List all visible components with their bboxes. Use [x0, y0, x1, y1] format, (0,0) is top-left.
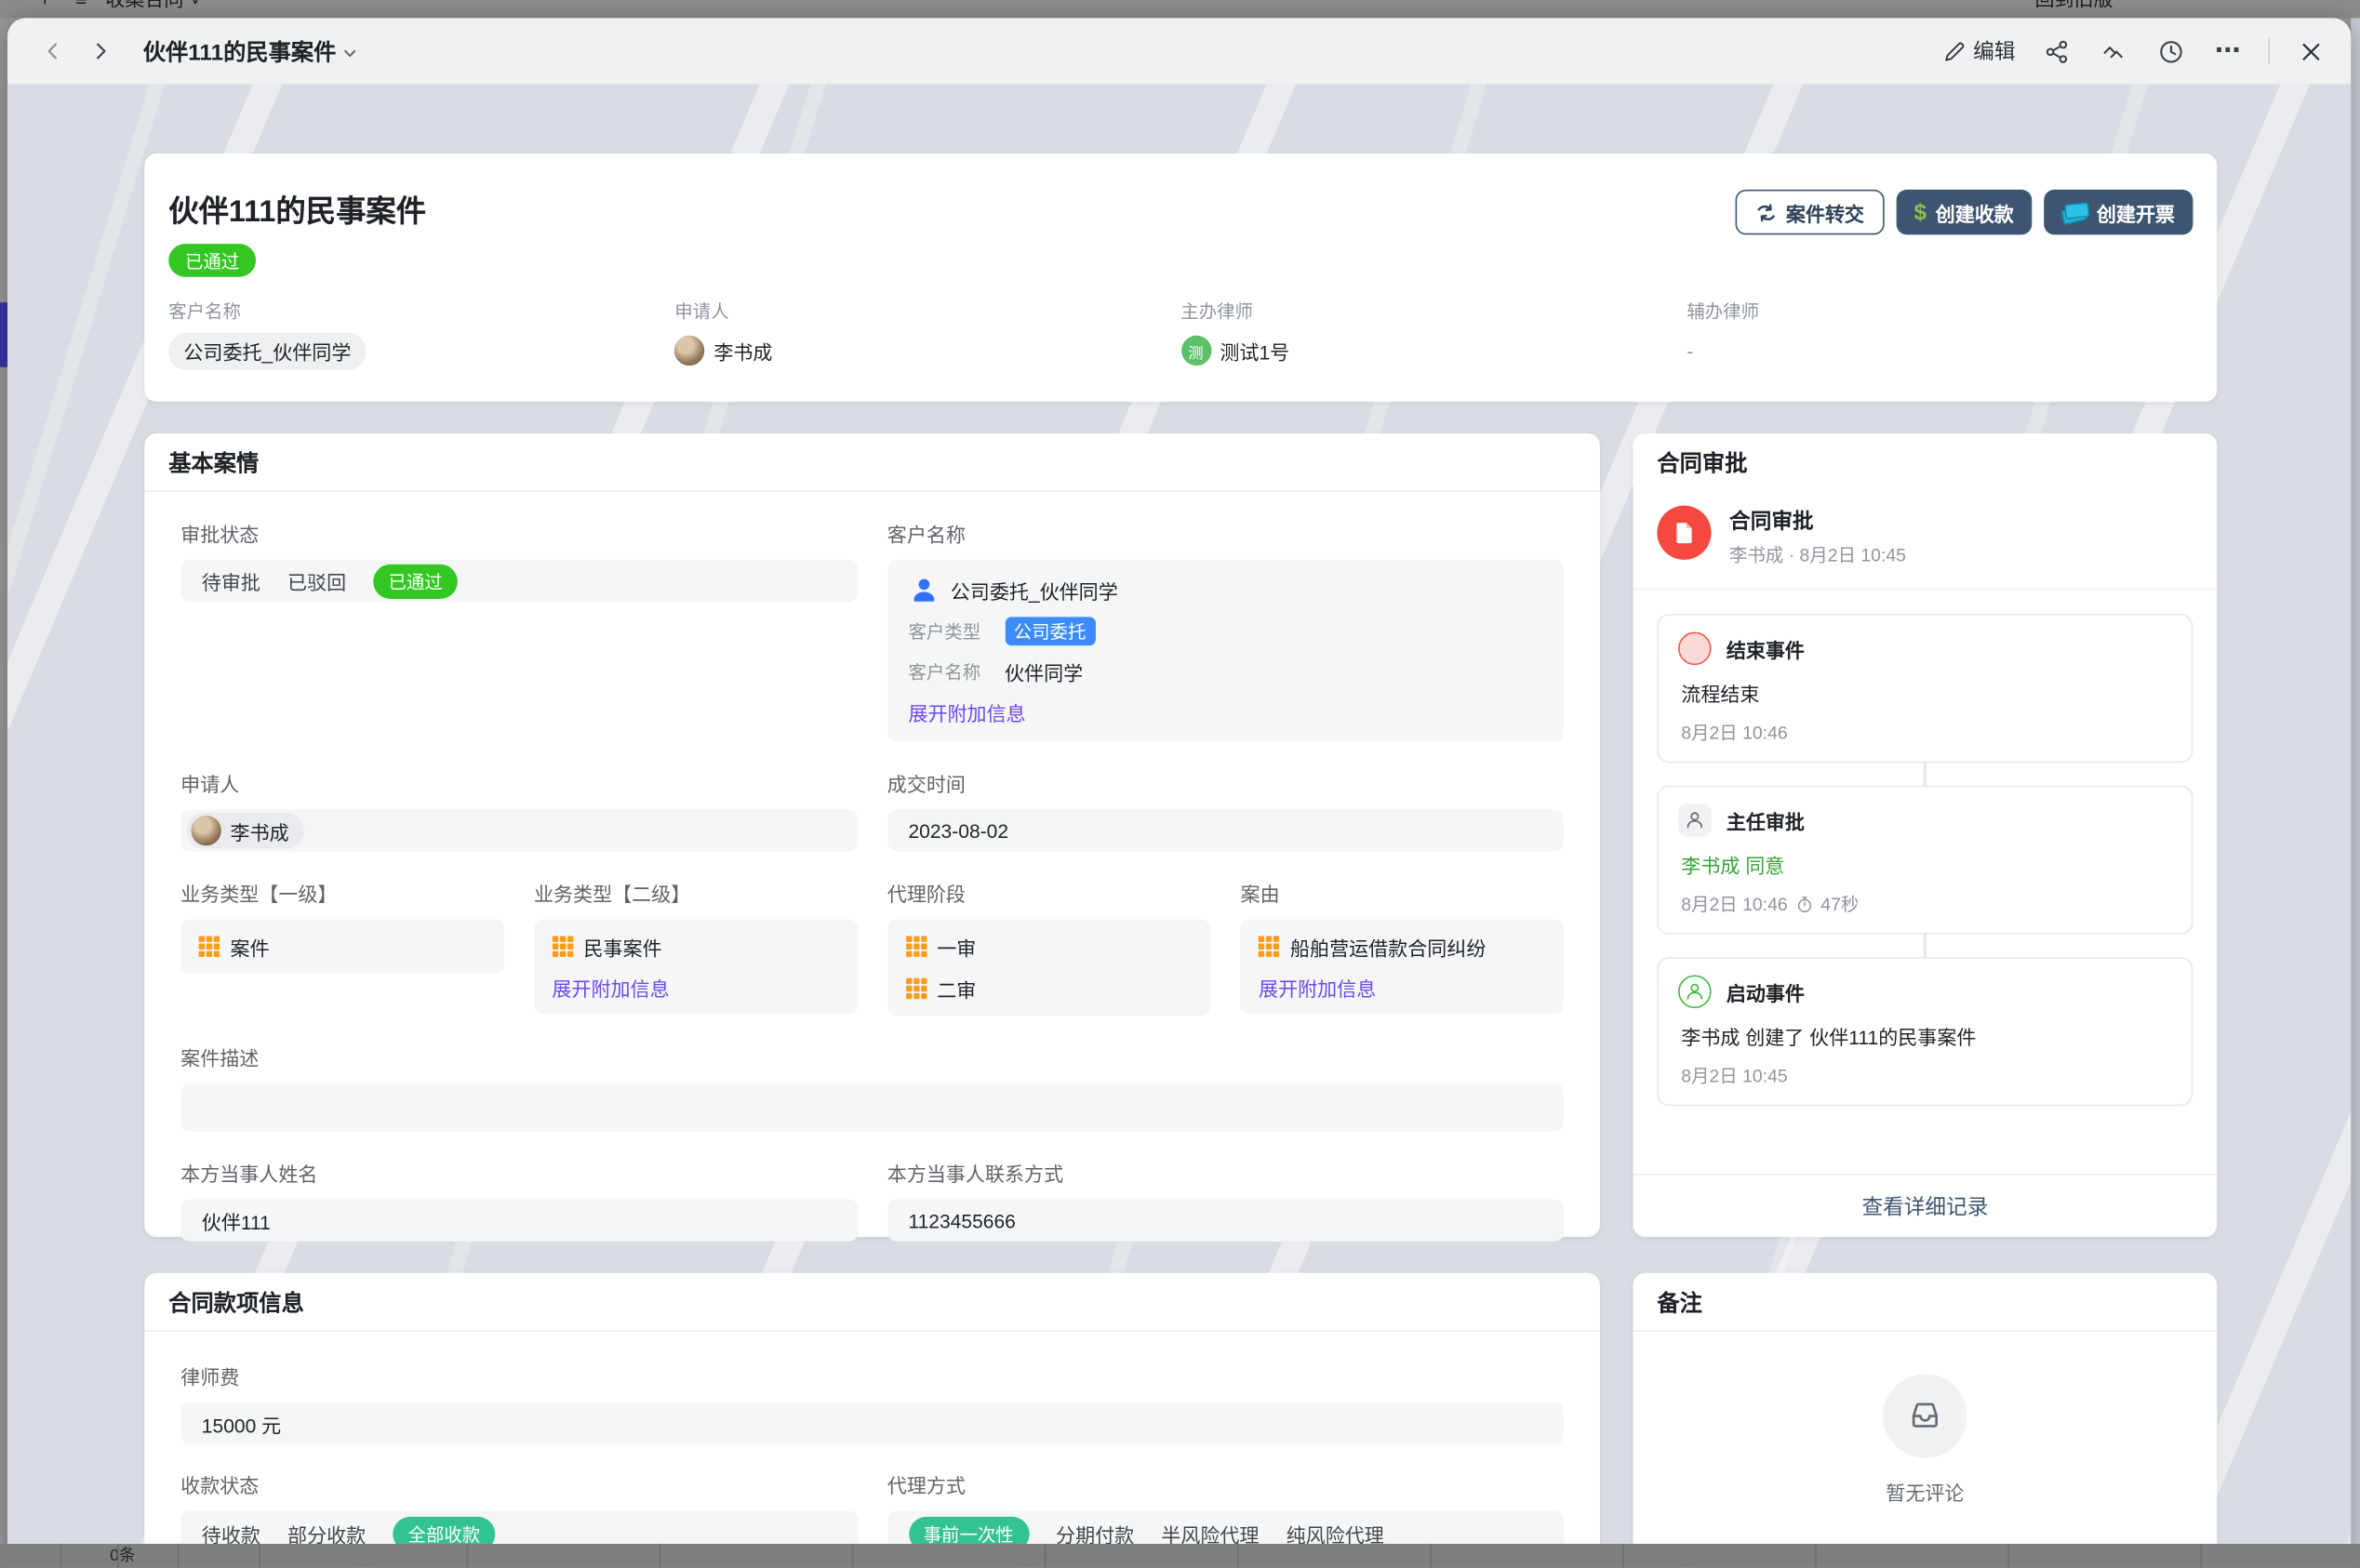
close-icon[interactable] [2294, 34, 2327, 68]
approval-head-item[interactable]: 合同审批 李书成 · 8月2日 10:45 [1633, 490, 2218, 588]
avatar: 测 [1180, 335, 1211, 366]
double-chevron-icon[interactable] [2097, 34, 2130, 68]
bottom-scroll-strip: 0条 [0, 1544, 2360, 1568]
more-icon[interactable]: ⋯ [2214, 35, 2241, 65]
transfer-case-button[interactable]: 案件转交 [1734, 189, 1885, 235]
tickets-icon [2062, 202, 2088, 223]
field-agency-stage: 代理阶段 一审 二审 [887, 879, 1211, 1017]
event-card-director-approval[interactable]: 主任审批 李书成 同意 8月2日 10:46 47秒 [1657, 785, 2193, 935]
payment-title: 合同款项信息 [168, 1290, 304, 1316]
person-icon [913, 578, 934, 602]
customer-type-tag: 公司委托 [1005, 617, 1096, 646]
info-col-lead-lawyer: 主办律师 测测试1号 [1180, 298, 1687, 366]
case-header-card: 伙伴111的民事案件 已通过 案件转交 $ 创建收款 创建开票 [144, 153, 2218, 403]
contract-payment-card: 合同款项信息 律师费 15000 元 收款状态 待收款 [144, 1272, 1600, 1568]
right-edge-gutter [2351, 18, 2360, 1568]
new-tab-icon[interactable]: + [39, 0, 50, 14]
title-chevron-down-icon[interactable] [342, 45, 359, 61]
stopwatch-icon [1797, 896, 1811, 912]
avatar [674, 335, 705, 366]
field-cause: 案由 船舶营运借款合同纠纷 展开附加信息 [1240, 879, 1565, 1015]
field-case-description: 案件描述 [180, 1043, 1565, 1132]
pencil-icon [1945, 41, 1965, 60]
customer-name: 公司委托_伙伴同学 [950, 579, 1118, 604]
customer-pill[interactable]: 公司委托_伙伴同学 [168, 331, 367, 370]
contract-approval-card: 合同审批 合同审批 李书成 · 8月2日 10:45 [1633, 432, 2218, 1237]
grid-icon [198, 936, 220, 958]
info-col-applicant: 申请人 李书成 [674, 298, 1180, 366]
field-biz-type-1: 业务类型【一级】 案件 [180, 879, 504, 974]
background-app-bar: + ≡ 收案合同 ˅ 回到旧版 [0, 0, 2360, 19]
divider [144, 1330, 1600, 1332]
case-title: 伙伴111的民事案件 [168, 195, 427, 229]
grid-icon [1259, 936, 1280, 958]
edit-label: 编辑 [1973, 39, 2016, 63]
transfer-icon [1756, 203, 1775, 221]
person-gray-icon [1678, 804, 1712, 837]
person-green-icon [1678, 975, 1712, 1009]
modal-titlebar: 伙伴111的民事案件 编辑 ⋯ [7, 18, 2352, 85]
expand-extra-info-link[interactable]: 展开附加信息 [908, 702, 1026, 725]
divider [1633, 1330, 2218, 1332]
left-edge-scrollbar [0, 18, 8, 1568]
event-card-end[interactable]: 结束事件 流程结束 8月2日 10:46 [1657, 614, 2193, 764]
timeline-connector [1923, 934, 1927, 958]
notes-card: 备注 暂无评论 [1633, 1272, 2218, 1568]
modal-content: 伙伴111的民事案件 已通过 案件转交 $ 创建收款 创建开票 [7, 84, 2351, 1568]
create-receipt-button[interactable]: $ 创建收款 [1896, 189, 2033, 235]
edit-button[interactable]: 编辑 [1943, 36, 2016, 66]
document-icon [1657, 505, 1712, 560]
event-card-start[interactable]: 启动事件 李书成 创建了 伙伴111的民事案件 8月2日 10:45 [1657, 957, 2193, 1107]
field-approval-status: 审批状态 待审批 已驳回 已通过 [180, 519, 858, 741]
create-invoice-button[interactable]: 创建开票 [2044, 189, 2193, 235]
grid-icon [552, 936, 574, 958]
field-party-contact: 本方当事人联系方式 1123455666 [887, 1159, 1565, 1242]
dollar-icon: $ [1913, 199, 1927, 225]
no-comments-text: 暂无评论 [1886, 1482, 1965, 1505]
back-to-old-version-link[interactable]: 回到旧版 [2035, 0, 2113, 14]
info-col-assist-lawyer: 辅办律师 - [1687, 300, 1760, 363]
titlebar-divider [2268, 37, 2270, 65]
field-deal-date: 成交时间 2023-08-02 [887, 769, 1565, 852]
share-icon[interactable] [2039, 34, 2073, 68]
status-badge: 已通过 [168, 244, 257, 277]
expand-extra-info-link[interactable]: 展开附加信息 [1259, 977, 1377, 1001]
view-detail-records-link[interactable]: 查看详细记录 [1861, 1193, 1989, 1218]
avatar [191, 815, 221, 846]
empty-inbox-icon [1883, 1374, 1967, 1458]
basic-case-card: 基本案情 审批状态 待审批 已驳回 已通过 [144, 432, 1600, 1351]
menu-icon[interactable]: ≡ [75, 0, 87, 14]
divider [1633, 588, 2218, 591]
approval-panel-title: 合同审批 [1657, 450, 1748, 477]
timeline-connector [1923, 763, 1927, 786]
end-event-icon [1678, 631, 1712, 666]
field-lawyer-fee: 律师费 15000 元 [180, 1362, 1565, 1445]
field-customer: 客户名称 公司委托_伙伴同学 客户类型 公司委托 客户名称 伙伴同学 展开附加信息 [887, 519, 1565, 742]
left-edge-active-indicator [0, 302, 8, 367]
back-icon[interactable] [34, 33, 71, 70]
chevron-down-icon: ˅ [190, 0, 201, 14]
field-party-name: 本方当事人姓名 伙伴111 [180, 1159, 858, 1242]
basic-case-title: 基本案情 [168, 450, 260, 477]
modal-title: 伙伴111的民事案件 [142, 39, 337, 66]
field-biz-type-2: 业务类型【二级】 民事案件 展开附加信息 [533, 879, 858, 1015]
grid-icon [905, 936, 927, 958]
case-detail-modal: 伙伴111的民事案件 编辑 ⋯ [7, 18, 2352, 1568]
selected-status-pill: 已通过 [373, 563, 458, 599]
field-applicant: 申请人 李书成 [180, 769, 858, 852]
background-doc-title: 收案合同 [105, 0, 183, 14]
grid-icon [905, 977, 927, 1000]
history-clock-icon[interactable] [2153, 34, 2187, 68]
notes-title: 备注 [1657, 1290, 1702, 1316]
record-count: 0条 [110, 1547, 136, 1565]
info-col-customer: 客户名称 公司委托_伙伴同学 [168, 298, 674, 370]
expand-extra-info-link[interactable]: 展开附加信息 [552, 977, 670, 1001]
divider [144, 490, 1600, 493]
forward-icon[interactable] [83, 33, 119, 70]
